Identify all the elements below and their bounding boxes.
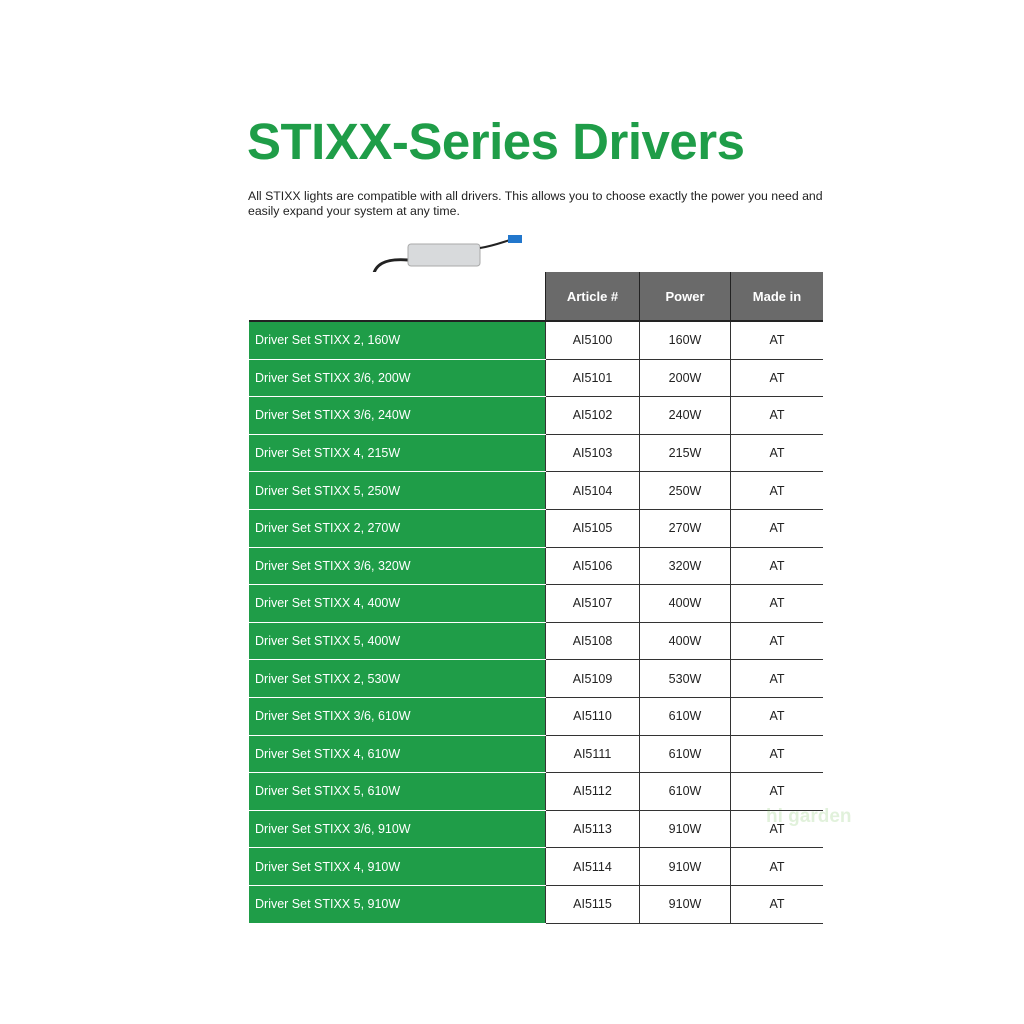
cell-power: 910W xyxy=(639,810,731,849)
cell-article: AI5113 xyxy=(545,810,640,849)
table-row: Driver Set STIXX 3/6, 610W AI5110 610W AT xyxy=(249,697,823,736)
cell-made-in: AT xyxy=(730,321,823,360)
table-row: Driver Set STIXX 4, 215W AI5103 215W AT xyxy=(249,434,823,473)
cell-power: 610W xyxy=(639,697,731,736)
cell-article: AI5106 xyxy=(545,547,640,586)
cell-made-in: AT xyxy=(730,810,823,849)
watermark-logo: hi garden xyxy=(766,806,852,827)
cell-made-in: AT xyxy=(730,584,823,623)
cell-power: 610W xyxy=(639,735,731,774)
table-row: Driver Set STIXX 2, 270W AI5105 270W AT xyxy=(249,509,823,548)
cell-power: 910W xyxy=(639,885,731,924)
cell-name: Driver Set STIXX 3/6, 910W xyxy=(249,810,546,849)
cell-article: AI5103 xyxy=(545,434,640,473)
cell-article: AI5115 xyxy=(545,885,640,924)
table-row: Driver Set STIXX 5, 610W AI5112 610W AT xyxy=(249,772,823,811)
cell-power: 200W xyxy=(639,359,731,398)
header-made-in: Made in xyxy=(730,272,823,322)
cell-article: AI5114 xyxy=(545,847,640,886)
cell-made-in: AT xyxy=(730,772,823,811)
cell-name: Driver Set STIXX 2, 530W xyxy=(249,659,546,698)
cell-made-in: AT xyxy=(730,396,823,435)
cell-made-in: AT xyxy=(730,735,823,774)
cell-made-in: AT xyxy=(730,847,823,886)
cell-article: AI5102 xyxy=(545,396,640,435)
cell-name: Driver Set STIXX 4, 400W xyxy=(249,584,546,623)
table-row: Driver Set STIXX 3/6, 320W AI5106 320W AT xyxy=(249,547,823,586)
header-power: Power xyxy=(639,272,731,322)
cell-name: Driver Set STIXX 3/6, 200W xyxy=(249,359,546,398)
table-row: Driver Set STIXX 5, 910W AI5115 910W AT xyxy=(249,885,823,924)
cell-name: Driver Set STIXX 3/6, 610W xyxy=(249,697,546,736)
table-row: Driver Set STIXX 4, 400W AI5107 400W AT xyxy=(249,584,823,623)
cell-made-in: AT xyxy=(730,434,823,473)
cell-name: Driver Set STIXX 4, 215W xyxy=(249,434,546,473)
cell-name: Driver Set STIXX 3/6, 320W xyxy=(249,547,546,586)
cell-made-in: AT xyxy=(730,659,823,698)
cell-power: 530W xyxy=(639,659,731,698)
cell-power: 160W xyxy=(639,321,731,360)
table-row: Driver Set STIXX 3/6, 910W AI5113 910W AT xyxy=(249,810,823,849)
cell-made-in: AT xyxy=(730,547,823,586)
table-row: Driver Set STIXX 2, 530W AI5109 530W AT xyxy=(249,659,823,698)
cell-power: 250W xyxy=(639,471,731,510)
cell-article: AI5101 xyxy=(545,359,640,398)
cell-article: AI5105 xyxy=(545,509,640,548)
table-row: Driver Set STIXX 4, 910W AI5114 910W AT xyxy=(249,847,823,886)
cell-power: 320W xyxy=(639,547,731,586)
table-row: Driver Set STIXX 5, 400W AI5108 400W AT xyxy=(249,622,823,661)
table-row: Driver Set STIXX 4, 610W AI5111 610W AT xyxy=(249,735,823,774)
cell-article: AI5104 xyxy=(545,471,640,510)
cell-made-in: AT xyxy=(730,885,823,924)
cell-name: Driver Set STIXX 5, 250W xyxy=(249,471,546,510)
cell-name: Driver Set STIXX 2, 160W xyxy=(249,321,546,360)
cell-power: 610W xyxy=(639,772,731,811)
cell-made-in: AT xyxy=(730,509,823,548)
cell-name: Driver Set STIXX 2, 270W xyxy=(249,509,546,548)
cell-power: 910W xyxy=(639,847,731,886)
cell-name: Driver Set STIXX 5, 910W xyxy=(249,885,546,924)
cell-power: 400W xyxy=(639,622,731,661)
cell-article: AI5100 xyxy=(545,321,640,360)
drivers-table: Article # Power Made in Driver Set STIXX… xyxy=(249,272,823,924)
table-row: Driver Set STIXX 5, 250W AI5104 250W AT xyxy=(249,471,823,510)
header-blank xyxy=(249,272,546,322)
cell-article: AI5109 xyxy=(545,659,640,698)
cell-power: 270W xyxy=(639,509,731,548)
cell-article: AI5112 xyxy=(545,772,640,811)
cell-power: 240W xyxy=(639,396,731,435)
table-row: Driver Set STIXX 2, 160W AI5100 160W AT xyxy=(249,321,823,360)
cell-made-in: AT xyxy=(730,622,823,661)
cell-article: AI5107 xyxy=(545,584,640,623)
table-row: Driver Set STIXX 3/6, 200W AI5101 200W AT xyxy=(249,359,823,398)
header-article: Article # xyxy=(545,272,640,322)
cell-power: 215W xyxy=(639,434,731,473)
cell-made-in: AT xyxy=(730,471,823,510)
cell-name: Driver Set STIXX 5, 400W xyxy=(249,622,546,661)
table-row: Driver Set STIXX 3/6, 240W AI5102 240W AT xyxy=(249,396,823,435)
page-title: STIXX-Series Drivers xyxy=(247,113,745,170)
cell-power: 400W xyxy=(639,584,731,623)
cell-name: Driver Set STIXX 4, 610W xyxy=(249,735,546,774)
cell-made-in: AT xyxy=(730,697,823,736)
cell-article: AI5108 xyxy=(545,622,640,661)
intro-text: All STIXX lights are compatible with all… xyxy=(248,189,823,218)
cell-article: AI5111 xyxy=(545,735,640,774)
cell-name: Driver Set STIXX 3/6, 240W xyxy=(249,396,546,435)
cell-name: Driver Set STIXX 5, 610W xyxy=(249,772,546,811)
cell-name: Driver Set STIXX 4, 910W xyxy=(249,847,546,886)
cell-made-in: AT xyxy=(730,359,823,398)
cell-article: AI5110 xyxy=(545,697,640,736)
